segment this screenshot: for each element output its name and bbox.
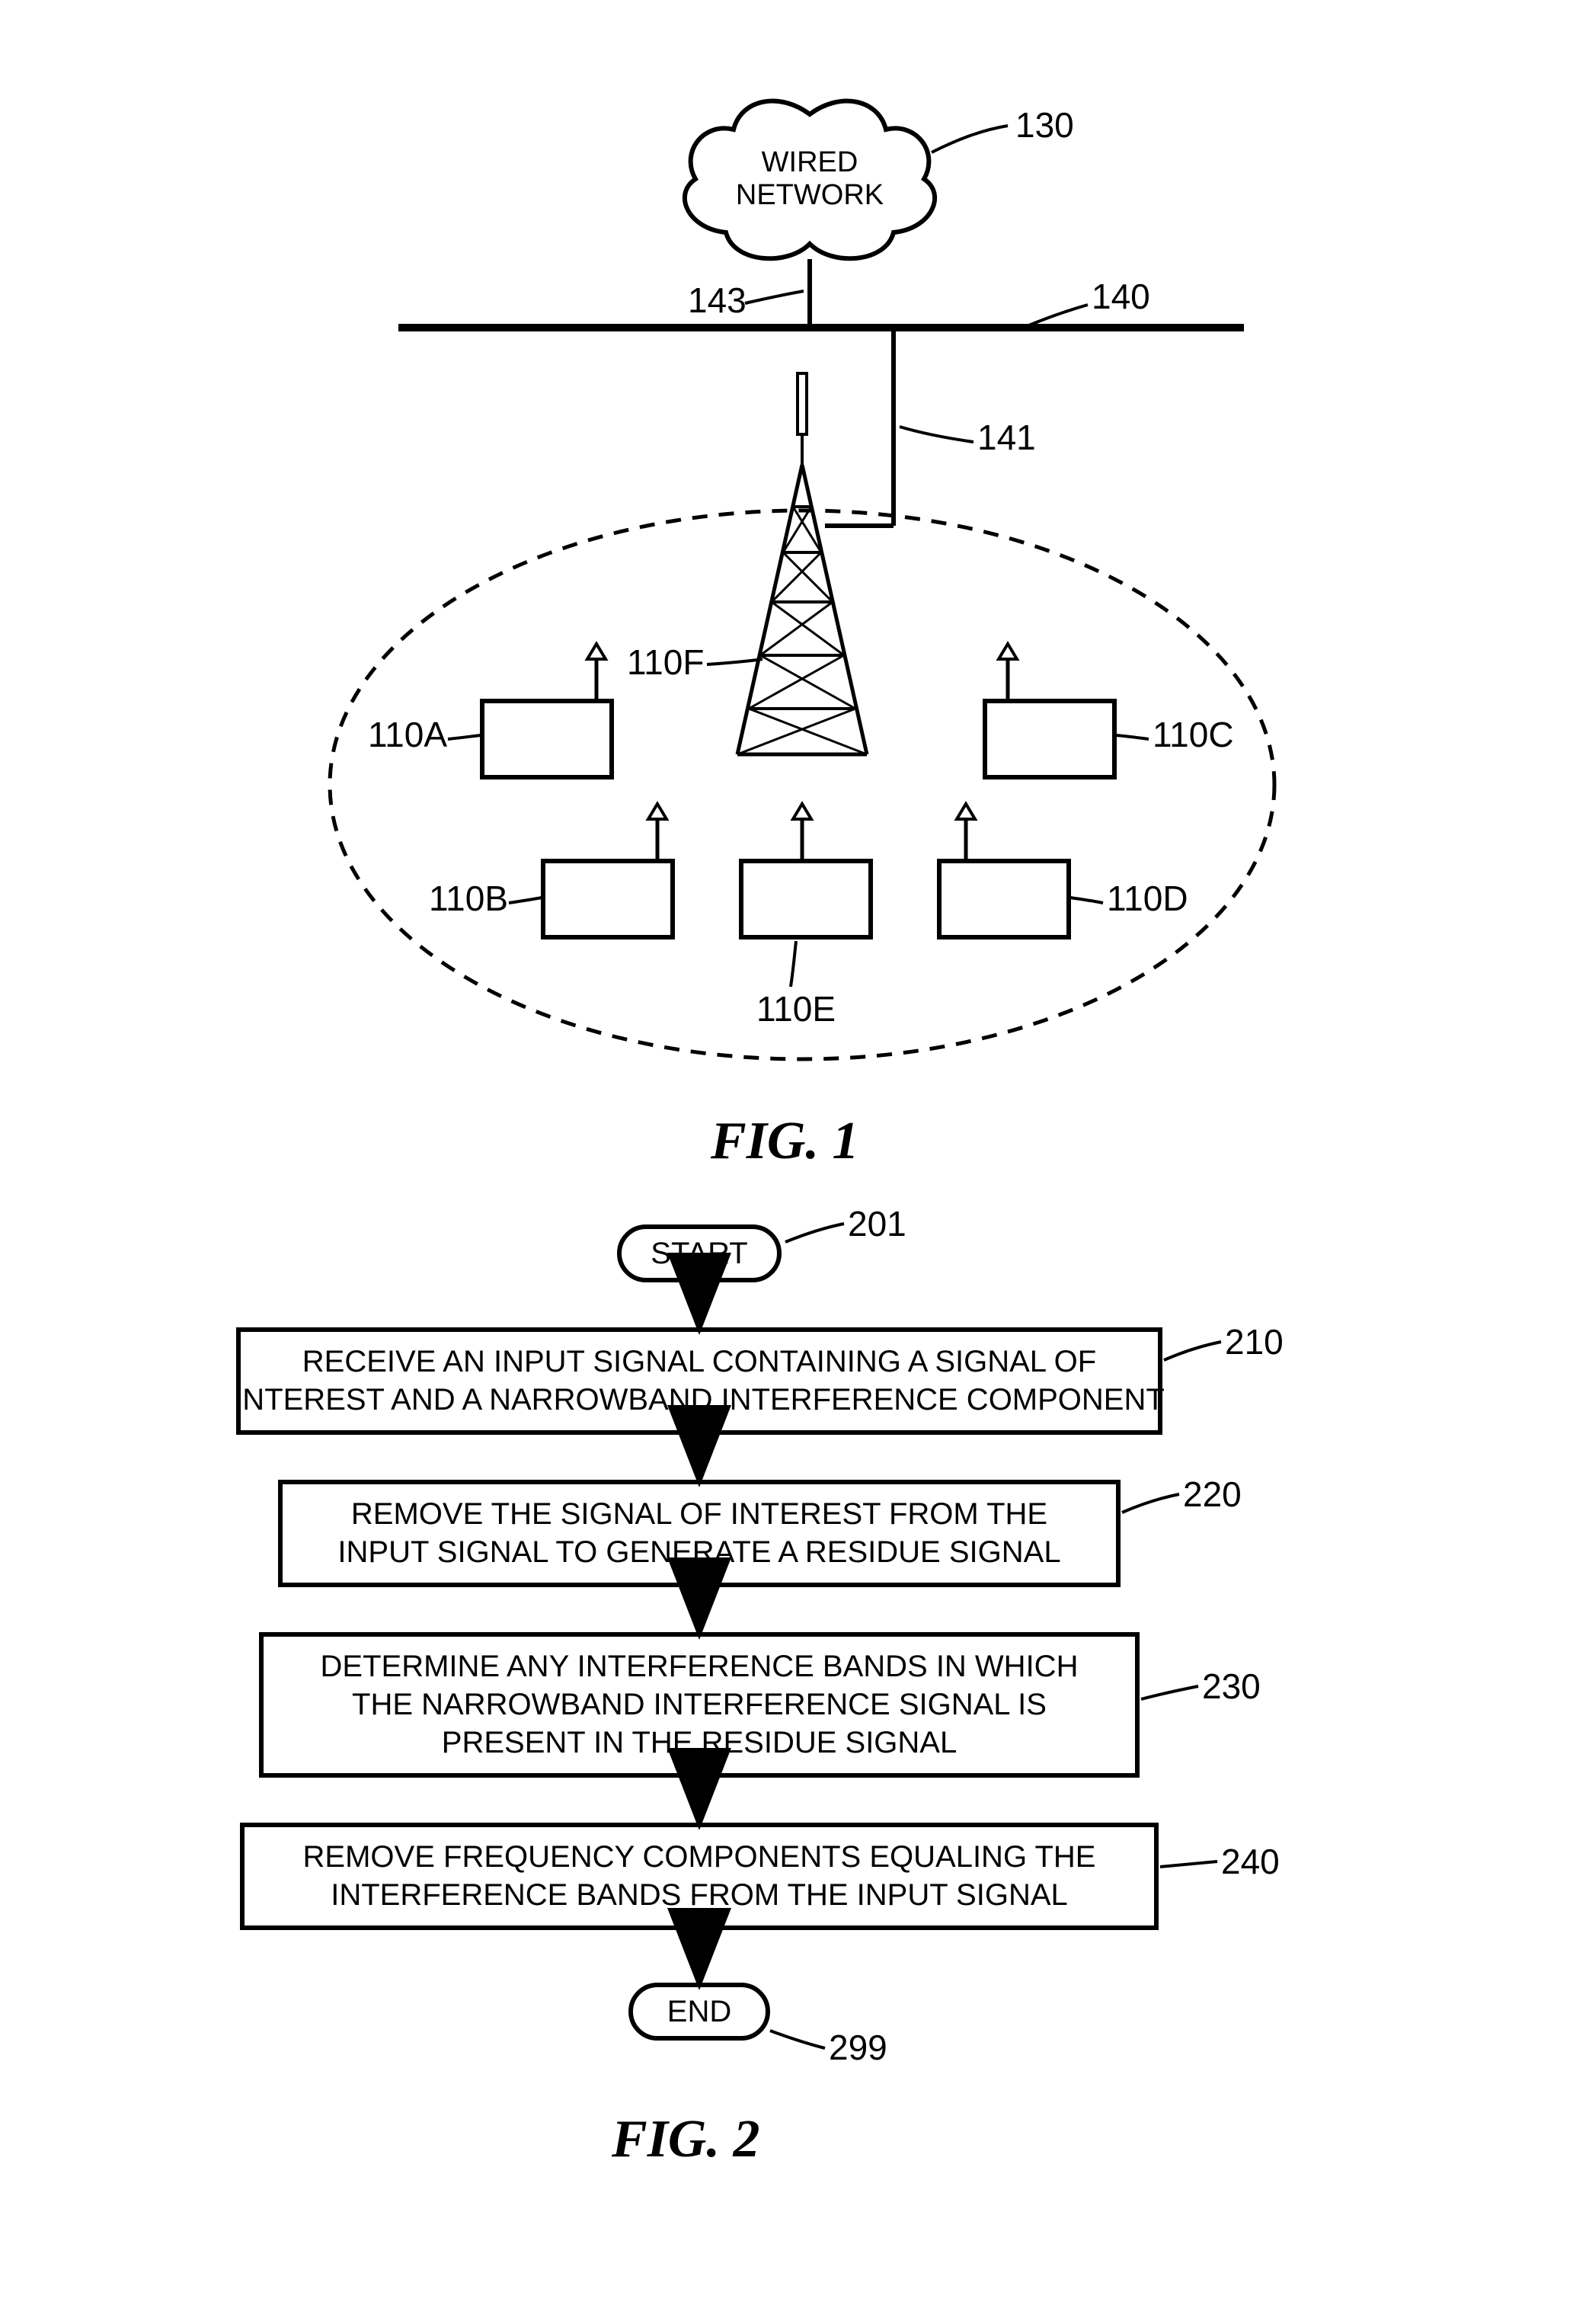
- end-text: END: [667, 1995, 731, 2028]
- cloud-wired-network: WIRED NETWORK: [684, 101, 934, 259]
- label-140: 140: [1092, 277, 1150, 316]
- figure-2: START 201 RECEIVE AN INPUT SIGNAL CONTAI…: [139, 1181, 1434, 2286]
- label-240: 240: [1221, 1842, 1280, 1881]
- device-110e: [741, 804, 871, 937]
- coverage-ellipse: [330, 511, 1274, 1059]
- step-220-line1: REMOVE THE SIGNAL OF INTEREST FROM THE: [350, 1497, 1047, 1531]
- label-110f: 110F: [627, 642, 704, 682]
- step-230: DETERMINE ANY INTERFERENCE BANDS IN WHIC…: [261, 1634, 1137, 1775]
- label-110e: 110E: [756, 989, 836, 1029]
- step-240-line2: INTERFERENCE BANDS FROM THE INPUT SIGNAL: [331, 1878, 1068, 1912]
- step-230-line3: PRESENT IN THE RESIDUE SIGNAL: [441, 1726, 956, 1759]
- step-210: RECEIVE AN INPUT SIGNAL CONTAINING A SIG…: [234, 1330, 1165, 1432]
- step-210-line1: RECEIVE AN INPUT SIGNAL CONTAINING A SIG…: [302, 1345, 1095, 1378]
- label-230: 230: [1202, 1666, 1261, 1706]
- device-110c: [985, 644, 1114, 777]
- device-110a: [482, 644, 612, 777]
- step-240-line1: REMOVE FREQUENCY COMPONENTS EQUALING THE: [302, 1840, 1095, 1874]
- start-text: START: [651, 1237, 747, 1270]
- step-210-line2: INTEREST AND A NARROWBAND INTERFERENCE C…: [234, 1383, 1165, 1416]
- figure-1: WIRED NETWORK 130 143 140 141: [139, 38, 1434, 1181]
- step-220: REMOVE THE SIGNAL OF INTEREST FROM THE I…: [280, 1482, 1118, 1585]
- fig1-label: FIG. 1: [710, 1112, 858, 1170]
- label-201: 201: [848, 1204, 906, 1244]
- label-141: 141: [977, 418, 1036, 457]
- step-240: REMOVE FREQUENCY COMPONENTS EQUALING THE…: [242, 1825, 1156, 1928]
- label-299: 299: [829, 2028, 887, 2067]
- start-node: START: [619, 1227, 779, 1280]
- label-110d: 110D: [1107, 879, 1188, 918]
- tower-icon: [737, 373, 867, 754]
- cloud-text-2: NETWORK: [735, 179, 883, 211]
- label-130: 130: [1015, 105, 1074, 145]
- device-110d: [939, 804, 1069, 937]
- cloud-text-1: WIRED: [761, 146, 858, 178]
- end-node: END: [631, 1985, 768, 2038]
- fig2-label: FIG. 2: [611, 2110, 759, 2169]
- step-230-line2: THE NARROWBAND INTERFERENCE SIGNAL IS: [352, 1688, 1047, 1721]
- figure-container: WIRED NETWORK 130 143 140 141: [0, 38, 1573, 2286]
- label-110c: 110C: [1153, 715, 1234, 754]
- device-110b: [543, 804, 673, 937]
- step-230-line1: DETERMINE ANY INTERFERENCE BANDS IN WHIC…: [320, 1650, 1078, 1683]
- label-143: 143: [688, 280, 747, 320]
- label-210: 210: [1225, 1322, 1284, 1362]
- label-110b: 110B: [429, 879, 508, 918]
- label-220: 220: [1183, 1474, 1242, 1514]
- label-110a: 110A: [368, 715, 447, 754]
- step-220-line2: INPUT SIGNAL TO GENERATE A RESIDUE SIGNA…: [337, 1535, 1060, 1569]
